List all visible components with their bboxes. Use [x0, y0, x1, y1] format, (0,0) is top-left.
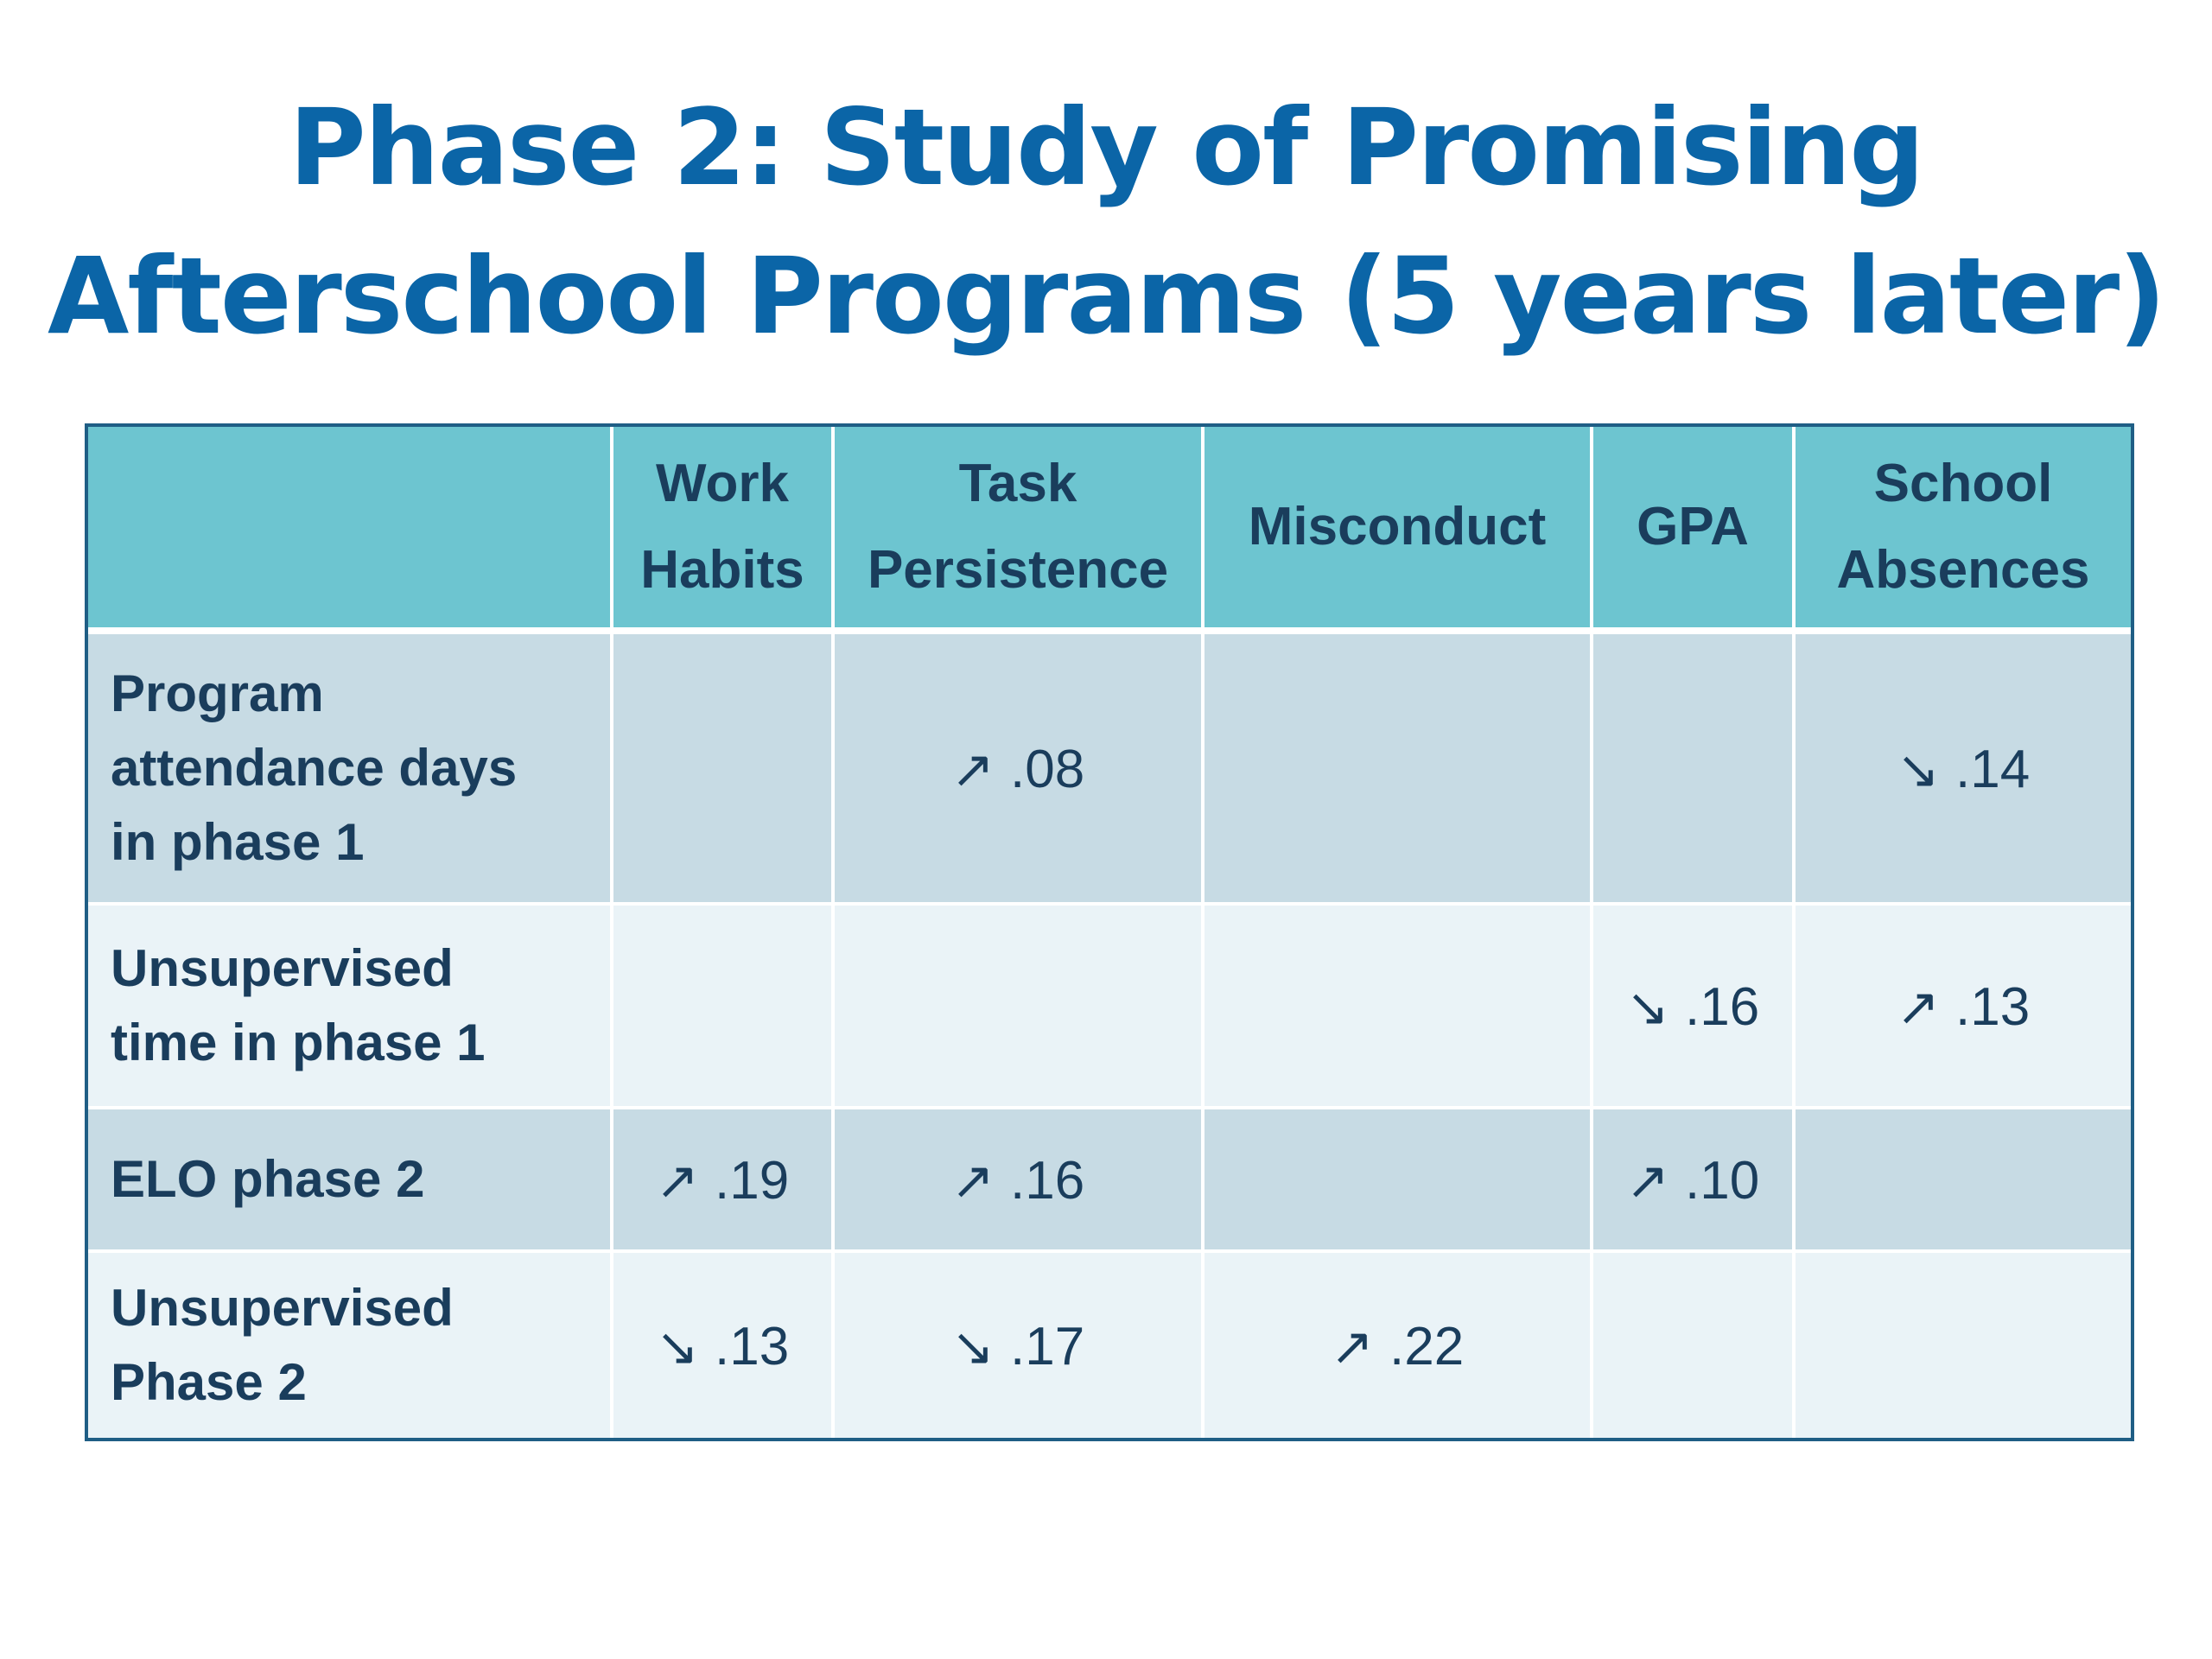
title-line-2: Afterschool Programs (5 years later) — [48, 235, 2166, 358]
arrow-down-right-icon: ↘ — [950, 1317, 995, 1378]
coefficient-value: .10 — [1685, 1151, 1760, 1211]
cell-misconduct — [1205, 906, 1590, 1106]
cell-task-persistence: ↗ .16 — [835, 1109, 1201, 1249]
header-misconduct: Misconduct — [1205, 427, 1590, 627]
header-work-habits-line2: Habits — [640, 540, 804, 600]
header-task-persistence: Task Persistence — [835, 427, 1201, 627]
coefficient-value: .13 — [715, 1317, 790, 1377]
coefficient-value: .19 — [715, 1151, 790, 1211]
table-row: Unsupervised Phase 2 ↘ .13 ↘ .17 ↗ .22 — [88, 1253, 2131, 1438]
table-row: Program attendance days in phase 1 ↗ .08 … — [88, 634, 2131, 902]
coefficient-value: .16 — [1010, 1151, 1085, 1211]
coefficient-value: .17 — [1010, 1317, 1085, 1377]
arrow-up-right-icon: ↗ — [655, 1151, 700, 1212]
row-label-line: attendance days — [111, 739, 518, 797]
cell-gpa — [1593, 1253, 1792, 1438]
row-label-cell: Unsupervised time in phase 1 — [88, 906, 610, 1106]
table-row: ELO phase 2 ↗ .19 ↗ .16 ↗ .10 — [88, 1109, 2131, 1249]
cell-task-persistence — [835, 906, 1201, 1106]
table-header-row: Work Habits Task Persistence Misconduct … — [88, 427, 2131, 627]
coefficient-value: .22 — [1389, 1317, 1465, 1377]
cell-gpa: ↗ .10 — [1593, 1109, 1792, 1249]
cell-work-habits — [613, 906, 831, 1106]
row-label-line: Unsupervised — [111, 939, 454, 997]
header-work-habits-line1: Work — [656, 454, 789, 513]
row-label-line: Program — [111, 664, 324, 722]
header-task-persistence-line1: Task — [958, 454, 1077, 513]
row-label-line: Phase 2 — [111, 1353, 307, 1411]
header-school-absences: School Absences — [1796, 427, 2131, 627]
arrow-up-right-icon: ↗ — [1330, 1317, 1375, 1378]
header-empty-cell — [88, 427, 610, 627]
header-misconduct-label: Misconduct — [1248, 497, 1547, 556]
arrow-down-right-icon: ↘ — [1896, 740, 1941, 801]
coefficient-value: .14 — [1955, 740, 2031, 800]
arrow-down-right-icon: ↘ — [1625, 977, 1670, 1039]
row-label-cell: ELO phase 2 — [88, 1109, 610, 1249]
cell-school-absences: ↘ .14 — [1796, 634, 2131, 902]
row-label-cell: Unsupervised Phase 2 — [88, 1253, 610, 1438]
cell-work-habits — [613, 634, 831, 902]
page-title: Phase 2: Study of Promising Afterschool … — [0, 73, 2212, 371]
arrow-up-right-icon: ↗ — [1896, 977, 1941, 1039]
header-gpa-label: GPA — [1637, 497, 1749, 556]
cell-gpa — [1593, 634, 1792, 902]
row-label-line: time in phase 1 — [111, 1014, 486, 1071]
cell-work-habits: ↘ .13 — [613, 1253, 831, 1438]
arrow-up-right-icon: ↗ — [1625, 1151, 1670, 1212]
cell-misconduct — [1205, 634, 1590, 902]
header-work-habits: Work Habits — [613, 427, 831, 627]
arrow-up-right-icon: ↗ — [950, 1151, 995, 1212]
cell-school-absences — [1796, 1253, 2131, 1438]
coefficient-value: .13 — [1955, 977, 2031, 1038]
cell-work-habits: ↗ .19 — [613, 1109, 831, 1249]
header-gpa: GPA — [1593, 427, 1792, 627]
row-label-line: in phase 1 — [111, 813, 365, 871]
header-school-absences-line1: School — [1873, 454, 2053, 513]
arrow-up-right-icon: ↗ — [950, 740, 995, 801]
header-school-absences-line2: Absences — [1836, 540, 2090, 600]
cell-school-absences: ↗ .13 — [1796, 906, 2131, 1106]
title-line-1: Phase 2: Study of Promising — [289, 86, 1924, 209]
coefficient-value: .08 — [1010, 740, 1085, 800]
row-label-line: ELO phase 2 — [111, 1150, 425, 1208]
coefficient-value: .16 — [1685, 977, 1760, 1038]
header-task-persistence-line2: Persistence — [867, 540, 1169, 600]
arrow-down-right-icon: ↘ — [655, 1317, 700, 1378]
cell-task-persistence: ↘ .17 — [835, 1253, 1201, 1438]
table-row: Unsupervised time in phase 1 ↘ .16 ↗ .13 — [88, 906, 2131, 1106]
row-label-line: Unsupervised — [111, 1279, 454, 1337]
results-table: Work Habits Task Persistence Misconduct … — [85, 423, 2134, 1441]
cell-task-persistence: ↗ .08 — [835, 634, 1201, 902]
row-label-cell: Program attendance days in phase 1 — [88, 634, 610, 902]
cell-misconduct: ↗ .22 — [1205, 1253, 1590, 1438]
cell-gpa: ↘ .16 — [1593, 906, 1792, 1106]
cell-misconduct — [1205, 1109, 1590, 1249]
cell-school-absences — [1796, 1109, 2131, 1249]
